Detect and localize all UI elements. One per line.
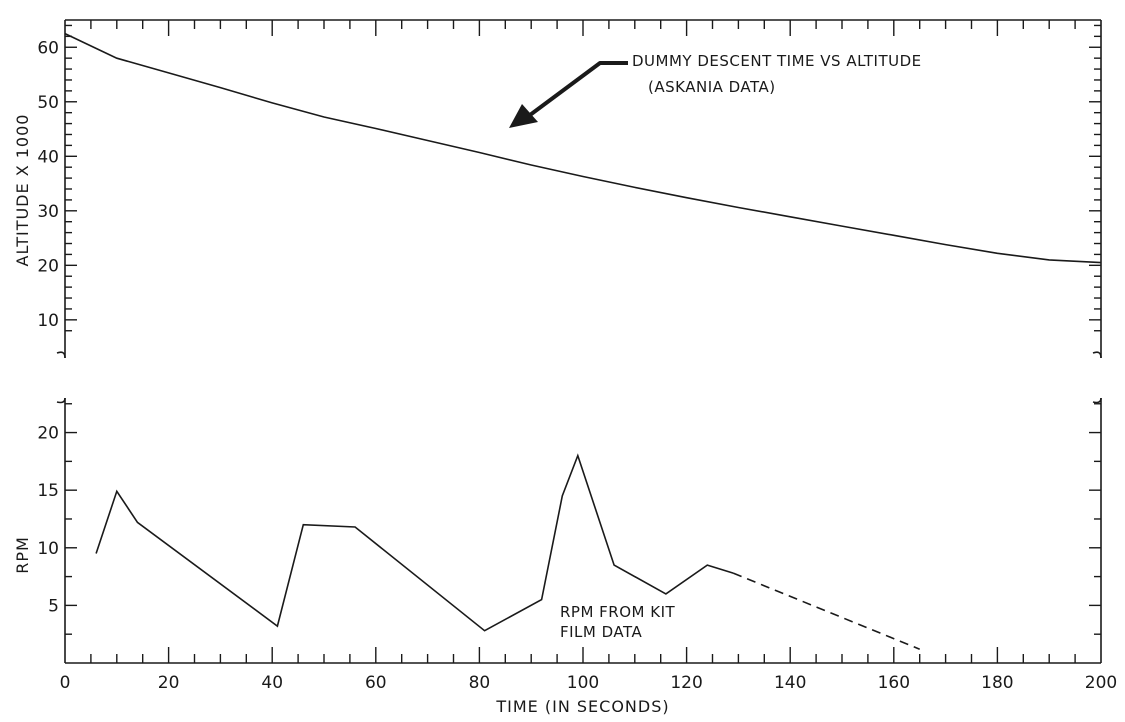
altitude-y-tick-label: 10: [37, 311, 59, 331]
time-tick-label: 100: [567, 673, 599, 693]
altitude-y-tick-label: 60: [37, 38, 59, 58]
time-tick-labels: 0 20 40 60 80 100 120 140 160 180 200: [60, 673, 1118, 693]
time-tick-label: 20: [158, 673, 180, 693]
altitude-y-tick-label: 50: [37, 93, 59, 113]
rpm-y-tick-label: 15: [37, 481, 59, 501]
time-axis-title: TIME (IN SECONDS): [495, 697, 669, 716]
rpm-annotation-line2: FILM DATA: [560, 623, 643, 641]
altitude-axis-title: ALTITUDE X 1000: [13, 114, 32, 267]
altitude-y-tick-label: 20: [37, 256, 59, 276]
rpm-ticks: 5 10 15 20: [37, 403, 1101, 663]
altitude-axis-break-right: [1092, 351, 1102, 359]
annotation-arrow: [509, 61, 628, 128]
rpm-y-tick-label: 5: [48, 596, 59, 616]
time-tick-label: 180: [981, 673, 1013, 693]
altitude-curve: [64, 32, 1102, 264]
time-tick-label: 60: [365, 673, 387, 693]
rpm-y-tick-label: 10: [37, 539, 59, 559]
altitude-y-tick-label: 40: [37, 147, 59, 167]
time-tick-label: 0: [60, 673, 71, 693]
time-tick-label: 200: [1085, 673, 1117, 693]
time-tick-label: 40: [261, 673, 283, 693]
time-tick-label: 160: [878, 673, 910, 693]
rpm-line: [95, 453, 734, 632]
rpm-series: [95, 453, 921, 650]
rpm-axis-title: RPM: [13, 536, 32, 574]
altitude-ticks: 10 20 30 40 50 60: [37, 20, 1101, 332]
rpm-axis-break-right: [1092, 397, 1102, 404]
altitude-axis-break-left: [56, 351, 66, 359]
rpm-annotation-line1: RPM FROM KIT: [560, 603, 676, 621]
time-tick-label: 120: [670, 673, 702, 693]
rpm-extrapolated-line: [732, 572, 921, 650]
altitude-annotation-line2: (ASKANIA DATA): [648, 78, 776, 96]
rpm-panel: 5 10 15 20 0 20 40 60 80 100 120 140 160 180 200 RPM …: [13, 397, 1118, 716]
rpm-axis-break-left: [56, 397, 66, 404]
altitude-annotation-line1: DUMMY DESCENT TIME VS ALTITUDE: [632, 52, 922, 70]
altitude-y-tick-label: 30: [37, 202, 59, 222]
time-tick-label: 80: [469, 673, 491, 693]
time-tick-label: 140: [774, 673, 806, 693]
rpm-y-tick-label: 20: [37, 424, 59, 444]
altitude-panel: 10 20 30 40 50 60 ALTITUDE X 1000 DUMMY DESCE…: [13, 19, 1102, 359]
